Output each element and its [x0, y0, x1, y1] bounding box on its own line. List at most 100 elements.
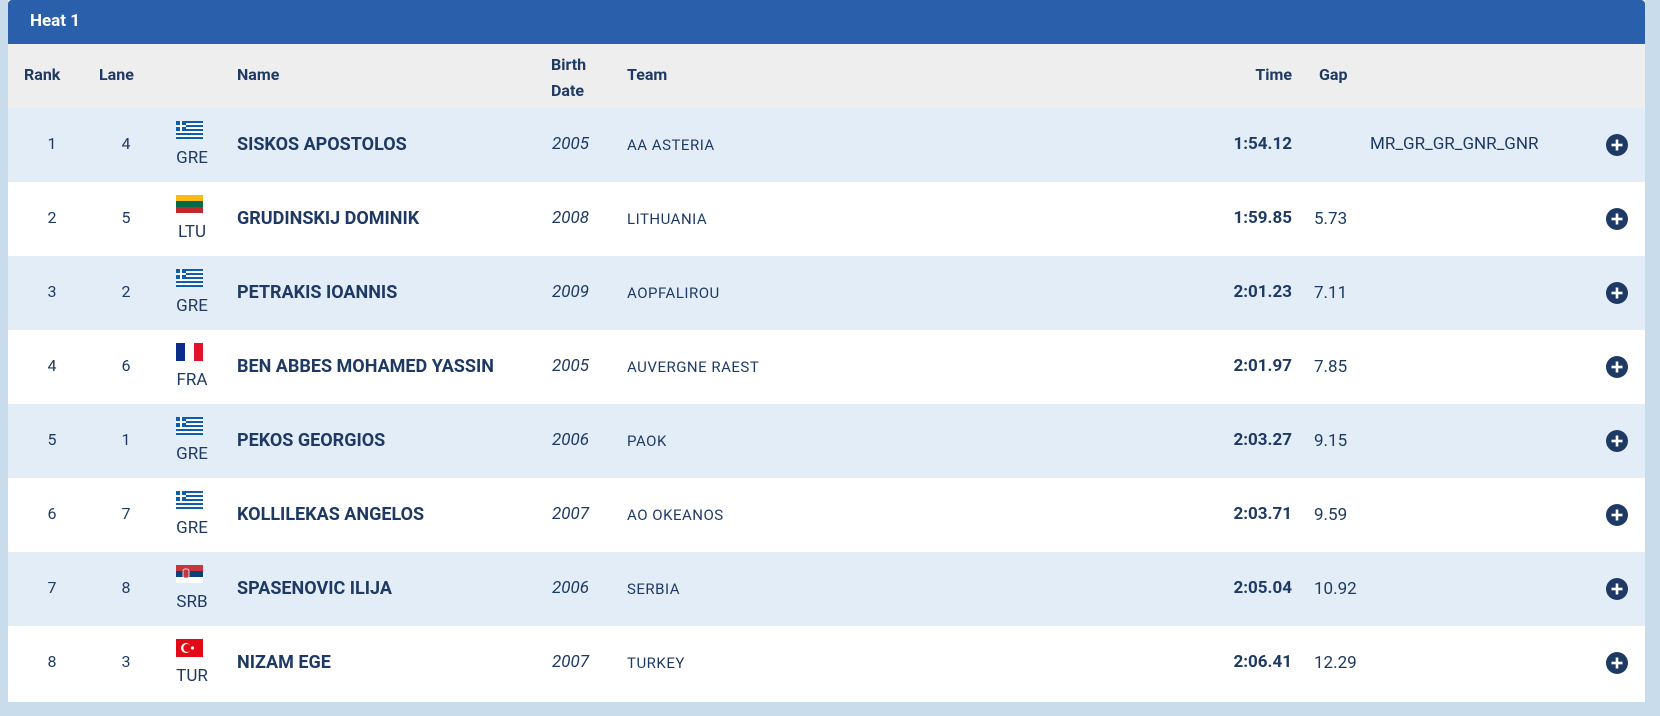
result-row: 5 1 GRE PEKOS GEORGIOS 2006 PAOK 2:03.27 9.15: [8, 404, 1645, 478]
team: AA ASTERIA: [627, 136, 715, 154]
athlete-name: NIZAM EGE: [237, 652, 331, 673]
time: 2:03.27: [1233, 430, 1293, 450]
records: MR_GR_GR_GNR_GNR: [1370, 134, 1539, 154]
country: GRE: [176, 148, 208, 168]
col-lane: Lane: [99, 65, 134, 84]
col-gap: Gap: [1319, 65, 1348, 84]
birth-year: 2008: [552, 208, 590, 228]
col-rank: Rank: [24, 65, 61, 84]
athlete-name: PETRAKIS IOANNIS: [237, 282, 398, 303]
rank: 3: [47, 282, 57, 301]
lane: 4: [121, 134, 131, 153]
lane: 3: [121, 652, 131, 671]
expand-button[interactable]: [1605, 651, 1629, 675]
lane: 1: [121, 430, 131, 449]
result-row: 7 8 SRB SPASENOVIC ILIJA 2006 SERBIA 2:05.04 10…: [8, 552, 1645, 626]
time: 2:03.71: [1233, 504, 1293, 524]
flag: [176, 491, 203, 509]
gap: 12.29: [1314, 653, 1357, 673]
country: TUR: [176, 666, 208, 686]
expand-button[interactable]: [1605, 207, 1629, 231]
athlete-name: KOLLILEKAS ANGELOS: [237, 504, 425, 525]
gap: 9.15: [1314, 431, 1348, 451]
birth-year: 2005: [552, 134, 590, 154]
team: AO OKEANOS: [627, 506, 724, 524]
expand-button[interactable]: [1605, 577, 1629, 601]
result-row: 3 2 GRE PETRAKIS IOANNIS 2009 AOPFALIROU 2:01.…: [8, 256, 1645, 330]
rank: 7: [47, 578, 57, 597]
time: 1:54.12: [1233, 134, 1293, 154]
gap: 7.85: [1314, 357, 1348, 377]
athlete-name: BEN ABBES MOHAMED YASSIN: [237, 356, 494, 377]
team: TURKEY: [627, 654, 685, 672]
rank: 8: [47, 652, 57, 671]
gap: 7.11: [1314, 283, 1348, 303]
time: 1:59.85: [1233, 208, 1293, 228]
country: SRB: [176, 592, 208, 612]
country: GRE: [176, 444, 208, 464]
heat-bar: Heat 1: [8, 0, 1645, 44]
time: 2:01.23: [1233, 282, 1293, 302]
result-row: 1 4 GRE SISKOS APOSTOLOS 2005 AA ASTERIA 1:54.…: [8, 108, 1645, 182]
lane: 5: [121, 208, 131, 227]
country: GRE: [176, 518, 208, 538]
expand-button[interactable]: [1605, 133, 1629, 157]
birth-year: 2006: [552, 578, 590, 598]
team: AUVERGNE RAEST: [627, 358, 760, 376]
time: 2:06.41: [1233, 652, 1293, 672]
gap: 10.92: [1314, 579, 1357, 599]
expand-button[interactable]: [1605, 503, 1629, 527]
col-name: Name: [237, 65, 280, 84]
country: GRE: [176, 296, 208, 316]
heat-title: Heat 1: [30, 11, 81, 31]
column-header: Rank Lane Name Birth Date Team Time Gap: [8, 44, 1645, 108]
lane: 7: [121, 504, 131, 523]
time: 2:05.04: [1233, 578, 1293, 598]
col-team: Team: [627, 65, 668, 84]
flag: [176, 343, 203, 361]
team: AOPFALIROU: [627, 284, 720, 302]
result-row: 6 7 GRE KOLLILEKAS ANGELOS 2007 AO OKEANOS 2:0…: [8, 478, 1645, 552]
birth-year: 2009: [552, 282, 590, 302]
team: PAOK: [627, 432, 667, 450]
col-birth: Birth Date: [551, 55, 587, 100]
expand-button[interactable]: [1605, 355, 1629, 379]
team: SERBIA: [627, 580, 681, 598]
country: FRA: [176, 370, 208, 390]
time: 2:01.97: [1233, 356, 1293, 376]
flag: [176, 195, 203, 213]
result-row: 4 6 FRA BEN ABBES MOHAMED YASSIN 2005 AUVERGN…: [8, 330, 1645, 404]
expand-button[interactable]: [1605, 281, 1629, 305]
rank: 4: [47, 356, 57, 375]
expand-button[interactable]: [1605, 429, 1629, 453]
flag: [176, 121, 203, 139]
team: LITHUANIA: [627, 210, 708, 228]
birth-year: 2007: [552, 652, 590, 672]
rank: 5: [47, 430, 57, 449]
country: LTU: [177, 222, 207, 242]
result-row: 8 3 TUR NIZAM EGE 2007 TURKEY 2:06.41 12.29: [8, 626, 1645, 700]
col-time: Time: [1255, 65, 1292, 84]
flag: [176, 639, 203, 657]
gap: 5.73: [1314, 209, 1348, 229]
rank: 6: [47, 504, 57, 523]
birth-year: 2005: [552, 356, 590, 376]
birth-year: 2007: [552, 504, 590, 524]
athlete-name: GRUDINSKIJ DOMINIK: [237, 208, 420, 229]
results-panel: Heat 1 Rank Lane Name Birth Date Team Ti…: [8, 0, 1645, 702]
result-row: 2 5 LTU GRUDINSKIJ DOMINIK 2008 LITHUANIA 1:59…: [8, 182, 1645, 256]
lane: 6: [121, 356, 131, 375]
flag: [176, 269, 203, 287]
lane: 8: [121, 578, 131, 597]
flag: [176, 565, 203, 583]
flag: [176, 417, 203, 435]
lane: 2: [121, 282, 131, 301]
gap: 9.59: [1314, 505, 1348, 525]
athlete-name: SPASENOVIC ILIJA: [237, 578, 392, 599]
athlete-name: SISKOS APOSTOLOS: [237, 134, 407, 155]
birth-year: 2006: [552, 430, 590, 450]
rank: 2: [47, 208, 57, 227]
athlete-name: PEKOS GEORGIOS: [237, 430, 386, 451]
rank: 1: [47, 134, 57, 153]
